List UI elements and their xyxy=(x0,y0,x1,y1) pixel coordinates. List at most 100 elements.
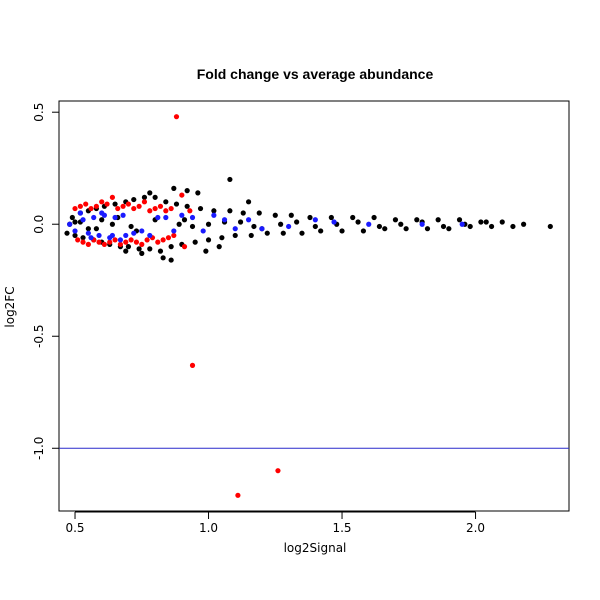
x-tick-label: 2.0 xyxy=(466,521,485,535)
data-point xyxy=(286,223,292,230)
data-point xyxy=(176,221,182,227)
data-point xyxy=(117,241,124,247)
data-point xyxy=(147,246,153,252)
data-point xyxy=(200,228,206,234)
data-point xyxy=(80,235,86,241)
data-point xyxy=(165,235,172,241)
data-point xyxy=(109,194,116,200)
data-point xyxy=(288,212,294,218)
data-point xyxy=(312,223,318,230)
data-point xyxy=(85,230,91,236)
data-point xyxy=(173,201,180,207)
data-point xyxy=(184,203,190,209)
data-point xyxy=(278,221,284,227)
data-point xyxy=(179,212,185,218)
data-point xyxy=(93,203,99,209)
data-point xyxy=(237,219,244,225)
data-point xyxy=(157,203,164,209)
data-point xyxy=(221,217,228,223)
data-point xyxy=(72,232,78,239)
data-point xyxy=(245,199,252,205)
data-point xyxy=(136,246,142,252)
data-point xyxy=(96,232,102,239)
data-point xyxy=(280,230,286,236)
data-point xyxy=(403,226,409,232)
data-point xyxy=(139,250,145,256)
data-point xyxy=(510,223,516,230)
data-point xyxy=(72,228,78,234)
data-point xyxy=(123,232,129,239)
data-point xyxy=(128,223,134,230)
data-point xyxy=(173,114,180,120)
data-point xyxy=(104,201,110,207)
data-point xyxy=(83,201,89,207)
data-point xyxy=(133,239,140,245)
data-point xyxy=(123,239,129,245)
data-point xyxy=(264,230,270,236)
points-layer xyxy=(64,114,553,498)
data-point xyxy=(245,217,252,223)
data-point xyxy=(499,219,505,225)
data-point xyxy=(120,212,126,218)
data-point xyxy=(77,210,83,216)
data-point xyxy=(168,205,174,212)
data-point xyxy=(80,239,86,245)
data-point xyxy=(171,185,177,191)
data-point xyxy=(160,237,166,243)
data-point xyxy=(350,214,356,221)
x-tick-label: 1.0 xyxy=(199,521,218,535)
data-point xyxy=(192,239,198,245)
data-point xyxy=(115,205,121,212)
data-point xyxy=(147,190,153,196)
data-point xyxy=(331,219,337,225)
data-point xyxy=(109,221,116,227)
data-point xyxy=(168,257,174,263)
data-point xyxy=(163,199,169,205)
data-point xyxy=(72,219,78,225)
y-axis-label: log2FC xyxy=(3,286,17,327)
data-point xyxy=(459,221,465,227)
data-point xyxy=(179,192,185,198)
data-point xyxy=(248,232,254,239)
data-point xyxy=(181,217,188,223)
data-point xyxy=(152,205,158,212)
data-point xyxy=(339,228,345,234)
data-point xyxy=(80,217,86,223)
data-point xyxy=(123,248,129,254)
data-point xyxy=(227,208,233,214)
data-point xyxy=(152,194,158,200)
data-point xyxy=(141,199,148,205)
data-point xyxy=(189,362,196,368)
data-point xyxy=(157,248,164,254)
data-point xyxy=(382,226,388,232)
data-point xyxy=(419,221,425,227)
data-point xyxy=(272,212,278,218)
x-tick-label: 0.5 xyxy=(65,521,84,535)
data-point xyxy=(256,210,262,216)
data-point xyxy=(371,214,377,221)
data-point xyxy=(117,237,124,243)
data-point xyxy=(235,492,241,498)
data-point xyxy=(189,214,196,221)
data-point xyxy=(211,208,217,214)
data-point xyxy=(77,203,83,209)
x-axis-label: log2Signal xyxy=(284,541,347,555)
data-point xyxy=(376,223,383,230)
data-point xyxy=(125,244,132,250)
data-point xyxy=(96,239,102,245)
data-point xyxy=(109,232,116,239)
data-point xyxy=(112,201,118,207)
data-point xyxy=(155,214,161,221)
data-point xyxy=(168,244,174,250)
data-point xyxy=(112,214,118,221)
data-point xyxy=(189,223,196,230)
data-point xyxy=(163,214,169,221)
data-point xyxy=(171,232,177,239)
y-tick-label: 0.5 xyxy=(32,103,46,122)
data-point xyxy=(318,228,324,234)
data-point xyxy=(195,190,201,196)
chart-title: Fold change vs average abundance xyxy=(197,66,434,82)
data-point xyxy=(147,232,153,239)
data-point xyxy=(446,226,452,232)
series-2 xyxy=(67,210,465,243)
